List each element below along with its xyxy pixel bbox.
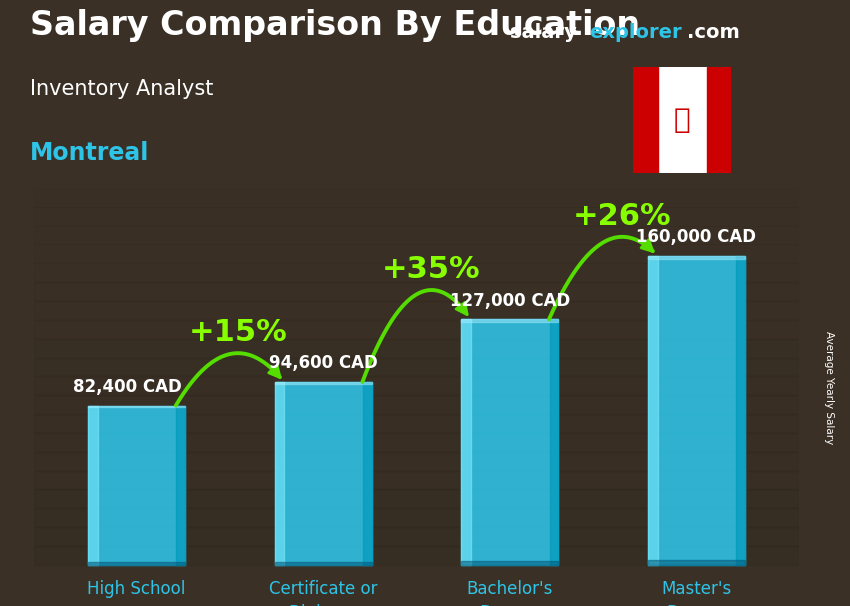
Bar: [88, 405, 98, 565]
Text: 94,600 CAD: 94,600 CAD: [269, 355, 377, 372]
Bar: [648, 256, 745, 565]
Text: 127,000 CAD: 127,000 CAD: [450, 291, 570, 310]
Bar: [34, 301, 799, 320]
Bar: [34, 376, 799, 395]
Bar: [275, 382, 285, 565]
Bar: [34, 263, 799, 282]
Bar: [34, 546, 799, 565]
Bar: [633, 67, 658, 173]
Bar: [275, 382, 371, 384]
Bar: [550, 319, 558, 565]
Text: Salary Comparison By Education: Salary Comparison By Education: [30, 10, 640, 42]
Bar: [34, 527, 799, 546]
Bar: [34, 188, 799, 207]
Bar: [177, 405, 185, 565]
Bar: [462, 561, 558, 565]
Bar: [736, 256, 745, 565]
Bar: [648, 560, 745, 565]
Bar: [706, 67, 731, 173]
Bar: [34, 339, 799, 358]
Bar: [462, 319, 558, 565]
Text: 82,400 CAD: 82,400 CAD: [73, 378, 182, 396]
Text: .com: .com: [687, 22, 740, 42]
Text: Certificate or
Diploma: Certificate or Diploma: [269, 581, 377, 606]
Text: +26%: +26%: [573, 202, 672, 231]
Bar: [34, 452, 799, 471]
Bar: [34, 395, 799, 414]
Bar: [34, 207, 799, 225]
Text: explorer: explorer: [589, 22, 682, 42]
Text: Inventory Analyst: Inventory Analyst: [30, 79, 213, 99]
Bar: [34, 433, 799, 452]
Bar: [88, 562, 185, 565]
Bar: [34, 414, 799, 433]
Bar: [34, 508, 799, 527]
Text: +35%: +35%: [382, 255, 481, 284]
Text: Bachelor's
Degree: Bachelor's Degree: [467, 581, 553, 606]
Bar: [88, 405, 185, 565]
Bar: [462, 319, 558, 322]
Text: Average Yearly Salary: Average Yearly Salary: [824, 331, 834, 444]
Text: Montreal: Montreal: [30, 141, 149, 165]
Bar: [34, 358, 799, 376]
Bar: [34, 490, 799, 508]
Bar: [34, 225, 799, 244]
Bar: [34, 471, 799, 490]
Bar: [275, 382, 371, 565]
Bar: [275, 562, 371, 565]
Text: salary: salary: [510, 22, 577, 42]
Text: +15%: +15%: [189, 318, 287, 347]
Text: High School: High School: [88, 581, 186, 598]
Text: 160,000 CAD: 160,000 CAD: [637, 228, 756, 246]
Text: 🍁: 🍁: [674, 105, 690, 134]
Bar: [88, 405, 185, 407]
Bar: [462, 319, 471, 565]
Text: Master's
Degree: Master's Degree: [661, 581, 732, 606]
Bar: [34, 282, 799, 301]
Bar: [648, 256, 745, 259]
Bar: [363, 382, 371, 565]
Bar: [34, 320, 799, 339]
Bar: [34, 244, 799, 263]
Bar: [648, 256, 658, 565]
